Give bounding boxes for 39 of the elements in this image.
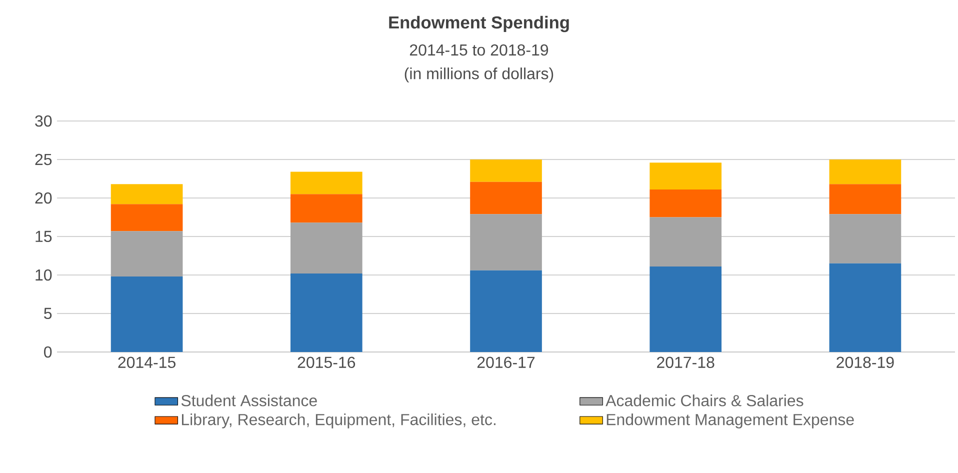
x-tick-label: 2014-15 [118,356,176,368]
x-tick-label: 2017-18 [657,356,714,368]
bar [290,222,362,274]
legend-label: Academic Chairs & Salaries [606,394,804,406]
bar [650,266,722,352]
x-tick-label: 2015-16 [298,356,356,368]
y-tick-label: 30 [35,115,52,127]
legend-label: Library, Research, Equipment, Facilities, etc. [182,413,496,428]
chart-title: Endowment Spending [389,16,569,32]
bar [110,204,183,232]
x-tick-label: 2016-17 [477,356,535,368]
y-tick-label: 5 [44,308,52,320]
y-tick-label: 25 [35,154,52,166]
y-tick-label: 10 [36,269,52,281]
chart-subtitle: 2014-15 to 2018-19 [410,44,548,56]
legend-label: Student Assistance [181,394,317,406]
bar [470,214,542,270]
bar [470,159,542,182]
x-tick-label: 2018-19 [836,356,894,368]
legend-label: Endowment Management Expense [606,413,854,428]
y-tick-label: 20 [35,192,52,204]
bar [290,172,362,194]
y-tick-label: 0 [44,346,52,358]
bar [650,190,722,218]
text: (in millions of dollars) [404,68,554,82]
bar [110,231,183,277]
bar [829,184,902,214]
bar [829,159,902,184]
bar [650,162,722,190]
bar [470,182,542,214]
bar [650,217,722,267]
bar [290,194,362,223]
bar [829,263,902,352]
bar [470,270,542,352]
bar [110,184,183,204]
y-tick-label: 15 [36,230,52,242]
bar [829,214,902,264]
bar [110,276,183,352]
bar [290,273,362,352]
